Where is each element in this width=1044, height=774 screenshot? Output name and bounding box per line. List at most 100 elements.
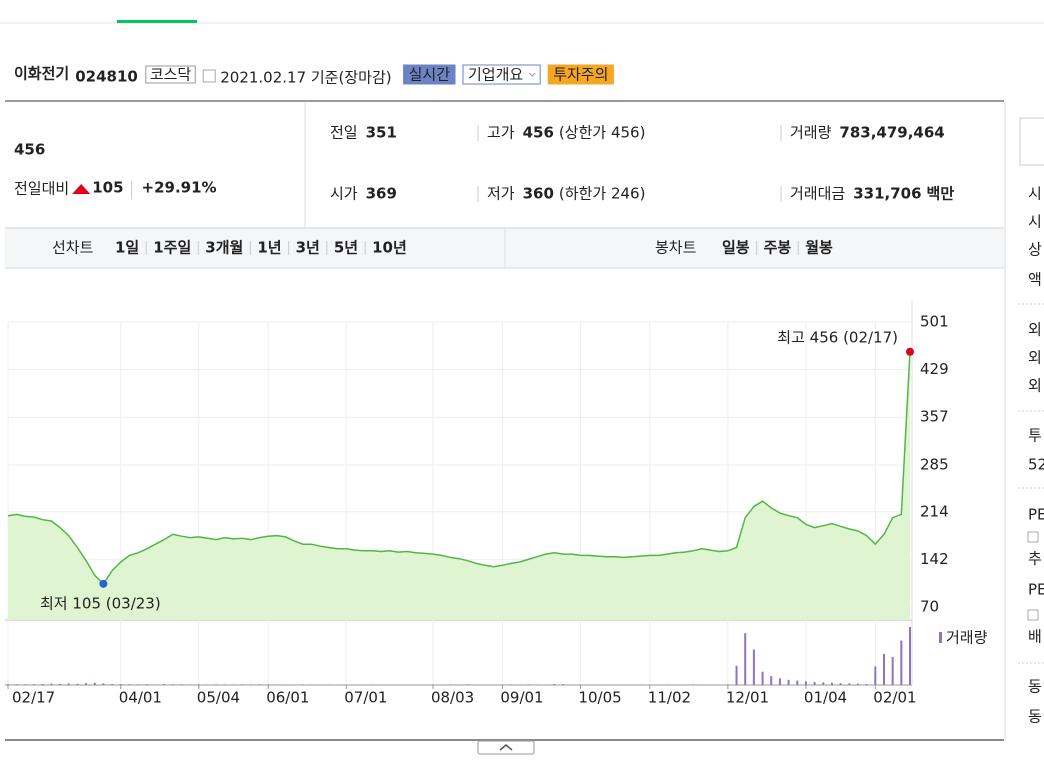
price-line: [7, 351, 911, 586]
x-tick-label: 02/17: [12, 689, 55, 707]
min-annotation: 최저 105 (03/23): [40, 595, 161, 613]
volume-bar: [510, 684, 513, 685]
volume-bar: [41, 683, 44, 685]
volume-bar: [787, 679, 790, 685]
volume-bar: [267, 684, 270, 685]
header-badge[interactable]: [462, 64, 541, 85]
volume-bar: [102, 683, 105, 685]
volume-bar: [137, 684, 140, 685]
candle-tab[interactable]: 월봉: [805, 239, 833, 257]
volume-bar: [24, 684, 27, 685]
side-text: 시: [1028, 185, 1042, 203]
volume-bar: [874, 666, 877, 685]
period-tab[interactable]: 1주일: [153, 239, 191, 257]
candle-tab[interactable]: 일봉: [722, 239, 750, 257]
volume-bar: [909, 627, 911, 685]
period-tab[interactable]: 1년: [257, 239, 281, 257]
x-tick-label: 09/01: [500, 689, 543, 707]
box-top: [5, 100, 1004, 102]
volume-legend: 거래량: [946, 629, 988, 647]
volume-bar: [275, 684, 278, 685]
stock-code: 024810: [75, 68, 138, 86]
y-tick-label: 142: [920, 550, 949, 568]
volume-bar: [848, 683, 851, 685]
volume-bar: [301, 684, 304, 685]
x-tick-label: 08/03: [431, 689, 474, 707]
quote-label: 고가: [487, 124, 515, 142]
quote-value: 331,706: [853, 185, 921, 203]
volume-bar: [215, 684, 218, 685]
base-date: 2021.02.17 기준(장마감): [220, 69, 391, 87]
price-area: [8, 351, 910, 620]
volume-bar: [145, 684, 148, 685]
max-point: [906, 347, 914, 356]
volume-bar: [59, 683, 62, 685]
market-badge: [145, 65, 196, 84]
side-text: 52: [1028, 456, 1044, 474]
y-tick-label: 501: [920, 313, 949, 331]
volume-bar: [891, 656, 894, 685]
quote-note: (하한가 246): [559, 185, 646, 203]
quote-value: 360: [523, 185, 554, 203]
y-tick-label: 285: [920, 455, 949, 473]
volume-bar: [15, 684, 18, 685]
volume-bar: [206, 684, 209, 685]
active-tab-underline: [117, 20, 197, 23]
volume-bar: [431, 684, 434, 685]
side-text: 외: [1028, 377, 1042, 395]
help-icon: [1027, 531, 1039, 543]
up-arrow: [72, 184, 91, 194]
volume-bar: [232, 684, 235, 685]
quote-note: 백만: [927, 185, 955, 203]
x-tick-label: 12/01: [726, 689, 769, 707]
box-bottom: [5, 739, 1004, 741]
min-point: [99, 579, 108, 588]
chevron: [499, 744, 513, 751]
quote-value: 369: [366, 185, 397, 203]
volume-bar: [371, 684, 374, 685]
side-text: 추: [1028, 550, 1042, 568]
y-tick-label: 214: [920, 502, 949, 520]
side-text: 외: [1028, 349, 1042, 367]
side-text: 투: [1028, 427, 1042, 445]
volume-bar: [241, 684, 244, 685]
side-text: 액: [1028, 271, 1042, 289]
candle-tab[interactable]: 주봉: [764, 239, 792, 257]
quote-label: 전일: [330, 124, 358, 142]
volume-bar: [726, 684, 729, 685]
volume-bar: [128, 684, 131, 685]
volume-bar: [449, 684, 452, 685]
calendar-icon: [202, 69, 216, 83]
volume-bar: [50, 683, 53, 685]
side-text: 시: [1028, 213, 1042, 231]
period-tab[interactable]: 1일: [115, 239, 139, 257]
volume-bar: [180, 684, 183, 685]
volume-bar: [830, 682, 833, 685]
period-tab[interactable]: 3년: [296, 239, 320, 257]
collapse-button[interactable]: [477, 740, 535, 755]
volume-bar: [111, 683, 114, 685]
period-tab[interactable]: 10년: [372, 239, 407, 257]
volume-bar: [856, 683, 859, 685]
volume-bar: [796, 680, 799, 685]
period-tab[interactable]: 3개월: [205, 239, 243, 257]
x-tick-label: 05/04: [197, 689, 240, 707]
quote-label: 시가: [330, 185, 358, 203]
side-text: 외: [1028, 321, 1042, 339]
period-tab[interactable]: 5년: [334, 239, 358, 257]
header-badge-label: 투자주의: [553, 66, 608, 84]
dropdown-caret: [528, 72, 536, 77]
x-tick-label: 07/01: [344, 689, 387, 707]
y-tick-label: 357: [920, 408, 949, 426]
side-box: [1019, 117, 1044, 166]
x-tick-label: 11/02: [648, 689, 691, 707]
volume-bar: [562, 684, 565, 685]
volume-bar: [249, 684, 252, 685]
volume-bar: [76, 683, 79, 685]
quote-value: 456: [523, 124, 554, 142]
stock-name: 이화전기: [14, 65, 69, 83]
volume-bar: [154, 684, 157, 685]
volume-bar: [744, 633, 747, 685]
